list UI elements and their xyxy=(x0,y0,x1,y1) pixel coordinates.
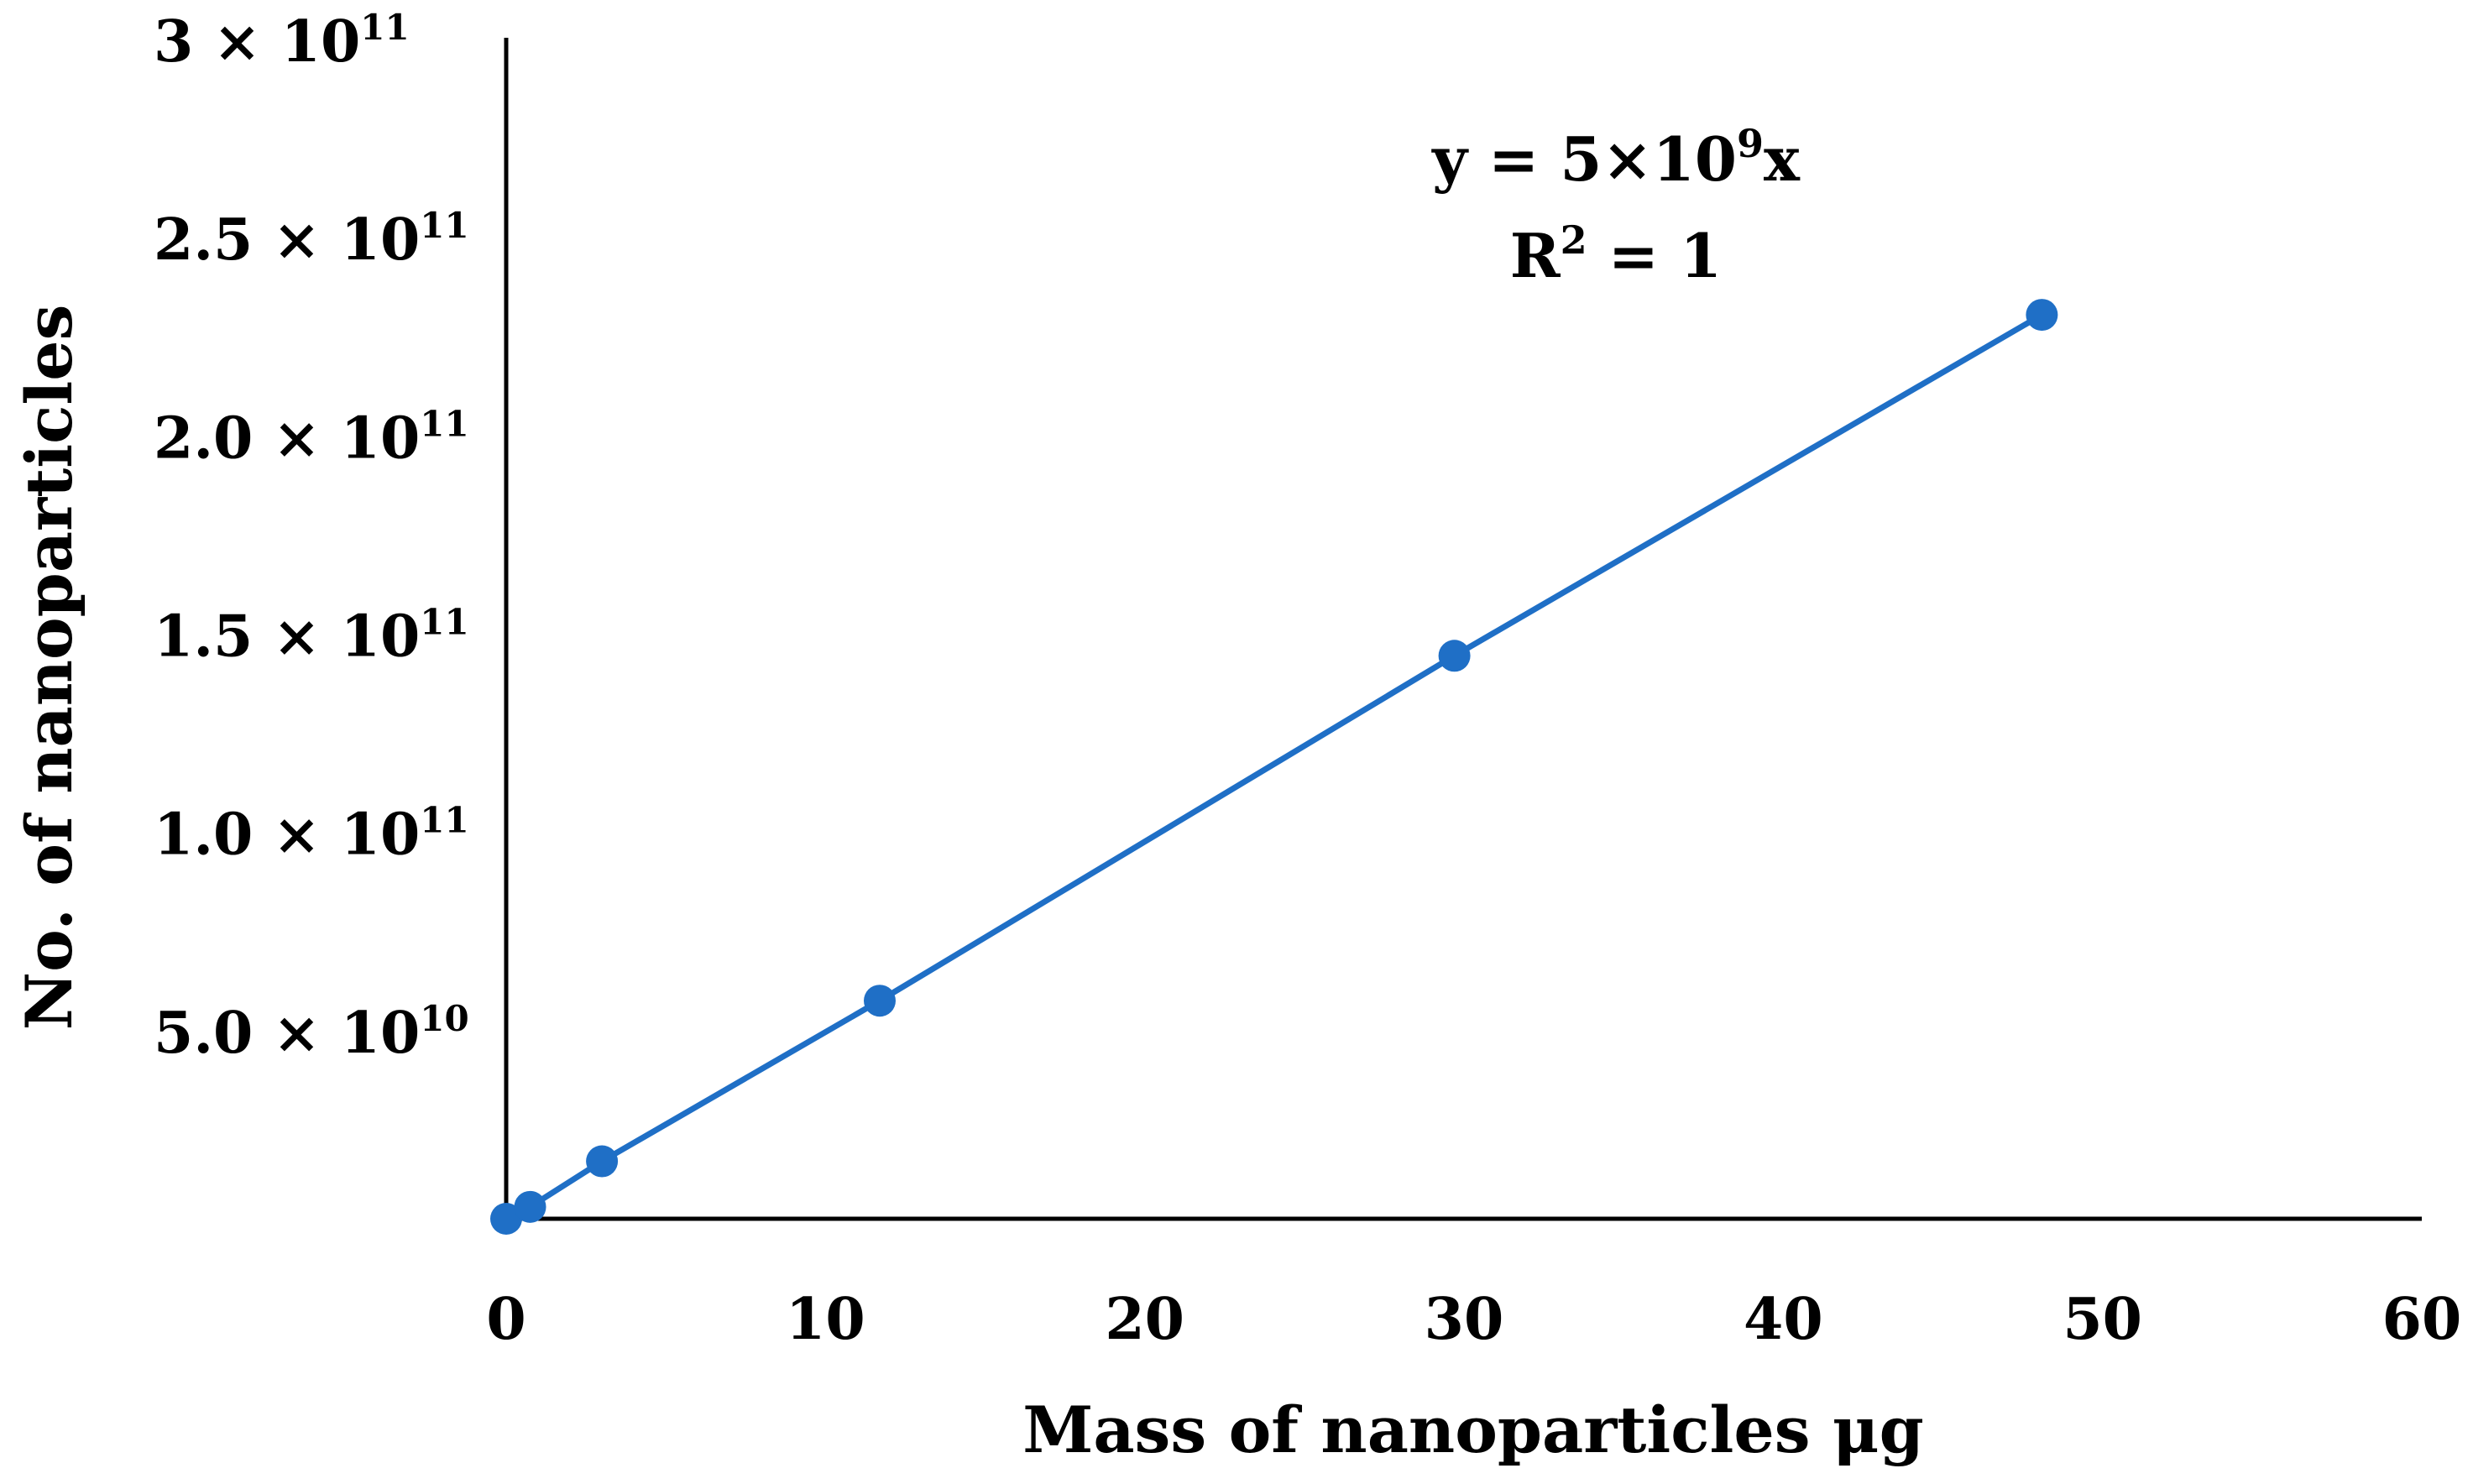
x-tick-label: 30 xyxy=(1425,1286,1504,1353)
data-points xyxy=(490,299,2058,1235)
x-tick-label: 20 xyxy=(1105,1286,1184,1353)
r-squared-exponent: 2 xyxy=(1561,217,1587,263)
r-squared-lhs: R xyxy=(1510,220,1561,291)
data-point xyxy=(490,1203,522,1235)
y-tick-exponent: 11 xyxy=(420,205,468,246)
y-tick-label: 1.5 × 1011 xyxy=(154,602,469,671)
data-point xyxy=(586,1145,619,1178)
x-tick-label: 40 xyxy=(1744,1286,1823,1353)
y-tick-label: 2.5 × 1011 xyxy=(154,205,469,274)
y-tick-exponent: 11 xyxy=(420,602,468,643)
y-tick-label: 1.0 × 1011 xyxy=(154,800,469,869)
x-tick-label: 0 xyxy=(486,1286,525,1353)
x-tick-label: 60 xyxy=(2382,1286,2462,1353)
series-line xyxy=(503,311,2045,1222)
y-tick-mantissa: 2.0 × 10 xyxy=(154,405,420,472)
y-tick-mantissa: 5.0 × 10 xyxy=(154,1000,420,1067)
y-tick-mantissa: 1.0 × 10 xyxy=(154,802,420,869)
x-tick-label: 50 xyxy=(2063,1286,2142,1353)
data-point xyxy=(1438,640,1471,672)
y-tick-exponent: 11 xyxy=(420,800,468,841)
y-tick-label: 2.0 × 1011 xyxy=(154,403,469,472)
y-tick-mantissa: 1.5 × 10 xyxy=(154,604,420,671)
y-tick-mantissa: 2.5 × 10 xyxy=(154,206,420,274)
y-tick-exponent: 11 xyxy=(360,7,409,48)
r-squared-rhs: = 1 xyxy=(1587,220,1723,291)
equation-rhs: x xyxy=(1764,123,1801,195)
y-tick-exponent: 11 xyxy=(420,403,468,444)
y-tick-exponent: 10 xyxy=(420,998,468,1039)
y-axis-title: No. of nanoparticles xyxy=(12,305,86,1031)
x-tick-labels: 0 10 20 30 40 50 60 xyxy=(486,1286,2461,1353)
y-tick-label: 5.0 × 1010 xyxy=(154,998,469,1067)
y-tick-mantissa: 3 × 10 xyxy=(154,8,360,76)
data-point xyxy=(2026,299,2058,332)
data-point xyxy=(863,985,896,1017)
r-squared: R2 = 1 xyxy=(1510,217,1722,291)
x-tick-label: 10 xyxy=(786,1286,865,1353)
equation-lhs: y = 5×10 xyxy=(1431,123,1737,195)
y-tick-label: 3 × 1011 xyxy=(154,7,410,76)
trendline-equation: y = 5×109x xyxy=(1431,121,1801,195)
equation-exponent: 9 xyxy=(1737,121,1764,166)
data-point xyxy=(514,1190,546,1223)
x-axis-title: Mass of nanoparticles μg xyxy=(1022,1393,1924,1467)
